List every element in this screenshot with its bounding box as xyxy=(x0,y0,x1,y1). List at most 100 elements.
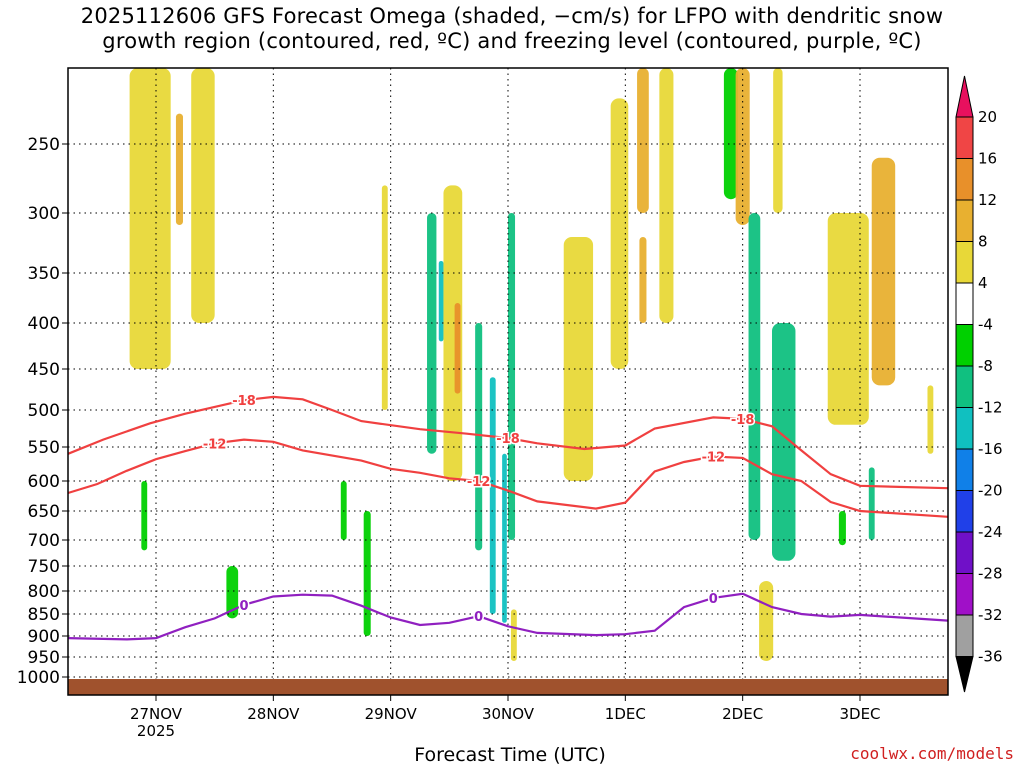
ground-terrain xyxy=(68,679,948,695)
omega-patch xyxy=(772,323,796,561)
y-tick-label: 850 xyxy=(28,605,60,625)
y-tick-label: 500 xyxy=(28,401,60,421)
y-tick-label: 750 xyxy=(28,557,60,577)
omega-patch xyxy=(381,185,388,410)
contour-label: -12 xyxy=(467,475,491,490)
x-tick-sublabel: 2025 xyxy=(137,722,175,740)
y-axis: 250 300 350 400 450 500 550 600 650 700 750 800 850 9… xyxy=(17,135,68,688)
colorbar-top-arrow xyxy=(955,75,974,118)
colorbar-box xyxy=(955,158,974,201)
contour-label: -18 xyxy=(731,413,755,428)
y-tick-label: 400 xyxy=(28,314,60,334)
colorbar-label: 12 xyxy=(978,191,997,209)
contour-label: 0 xyxy=(474,610,483,625)
colorbar-label: -32 xyxy=(978,606,1003,624)
chart-title-line1: 2025112606 GFS Forecast Omega (shaded, −… xyxy=(80,4,944,28)
omega-patch xyxy=(175,113,183,225)
colorbar-label: -20 xyxy=(978,482,1003,500)
omega-patch xyxy=(773,68,783,213)
colorbar-label: -16 xyxy=(978,440,1003,458)
x-tick-label: 3DEC xyxy=(839,705,880,723)
omega-patch xyxy=(723,68,738,200)
colorbar-box xyxy=(955,365,974,408)
omega-patch xyxy=(510,609,517,661)
y-tick-label: 550 xyxy=(28,438,60,458)
omega-patch xyxy=(871,157,896,386)
x-tick-label: 27NOV xyxy=(130,705,183,723)
colorbar-label: 16 xyxy=(978,150,997,168)
y-tick-label: 800 xyxy=(28,582,60,602)
contour-label: -18 xyxy=(496,432,520,447)
omega-patch xyxy=(443,185,463,481)
colorbar-box xyxy=(955,241,974,284)
omega-patch xyxy=(637,68,649,213)
x-tick-label: 29NOV xyxy=(365,705,418,723)
contour-line xyxy=(67,438,949,518)
omega-patch xyxy=(141,481,148,551)
colorbar-box xyxy=(955,324,974,367)
x-tick-label: 2DEC xyxy=(722,705,763,723)
colorbar: 20 16 12 8 4 -4 -8 -12 -16 -20 -24 -28 -32 -36 xyxy=(955,75,1003,693)
credit-text: coolwx.com/models xyxy=(850,744,1014,763)
grid-layer xyxy=(68,68,948,695)
contour-label: 0 xyxy=(709,592,718,607)
y-tick-label: 450 xyxy=(28,360,60,380)
colorbar-bottom-arrow xyxy=(955,656,974,693)
omega-patch xyxy=(129,68,171,369)
colorbar-label: -28 xyxy=(978,565,1003,583)
omega-patch xyxy=(748,213,761,540)
colorbar-box xyxy=(955,448,974,491)
colorbar-box xyxy=(955,199,974,242)
omega-patch xyxy=(610,98,629,370)
omega-patch xyxy=(226,566,239,619)
x-tick-label: 28NOV xyxy=(247,705,300,723)
omega-patch xyxy=(363,511,371,636)
omega-patch xyxy=(191,68,215,323)
colorbar-label: -8 xyxy=(978,357,993,375)
omega-patch xyxy=(502,453,507,623)
colorbar-label: -36 xyxy=(978,648,1003,666)
y-tick-label: 700 xyxy=(28,531,60,551)
colorbar-box xyxy=(955,407,974,450)
contour-label: -12 xyxy=(702,451,726,466)
omega-shading-layer xyxy=(129,68,934,661)
contour-label: -18 xyxy=(232,394,256,409)
omega-patch xyxy=(927,385,934,454)
y-tick-label: 250 xyxy=(28,135,60,155)
chart-title-line2: growth region (contoured, red, ºC) and f… xyxy=(102,29,922,53)
y-tick-label: 600 xyxy=(28,472,60,492)
colorbar-label: -12 xyxy=(978,399,1003,417)
omega-patch xyxy=(838,511,846,546)
omega-patch xyxy=(454,303,461,394)
colorbar-label: -4 xyxy=(978,316,993,334)
y-tick-label: 300 xyxy=(28,204,60,224)
omega-patch xyxy=(639,237,647,323)
contour-line xyxy=(67,395,949,490)
contour-layer: -18 -18 -18 -12 -12 -12 0 0 0 xyxy=(67,393,949,641)
omega-patch xyxy=(563,237,594,481)
colorbar-label: 4 xyxy=(978,274,988,292)
colorbar-box xyxy=(955,490,974,533)
colorbar-box xyxy=(955,573,974,616)
colorbar-box xyxy=(955,116,974,159)
colorbar-box xyxy=(955,282,974,325)
y-tick-label: 350 xyxy=(28,264,60,284)
omega-patch xyxy=(438,261,444,342)
colorbar-box xyxy=(955,531,974,574)
omega-patch xyxy=(868,467,875,540)
y-tick-label: 950 xyxy=(28,648,60,668)
colorbar-box xyxy=(955,614,974,657)
omega-patch xyxy=(759,581,774,661)
contour-label: 0 xyxy=(239,599,248,614)
y-tick-label: 650 xyxy=(28,502,60,522)
chart-title: 2025112606 GFS Forecast Omega (shaded, −… xyxy=(0,4,1024,54)
contour-line xyxy=(67,592,949,641)
omega-patch xyxy=(659,68,674,323)
omega-patch xyxy=(475,323,483,551)
y-tick-label: 1000 xyxy=(17,668,60,688)
colorbar-label: 20 xyxy=(978,108,997,126)
omega-patch xyxy=(427,213,437,454)
x-axis-title: Forecast Time (UTC) xyxy=(414,744,606,766)
